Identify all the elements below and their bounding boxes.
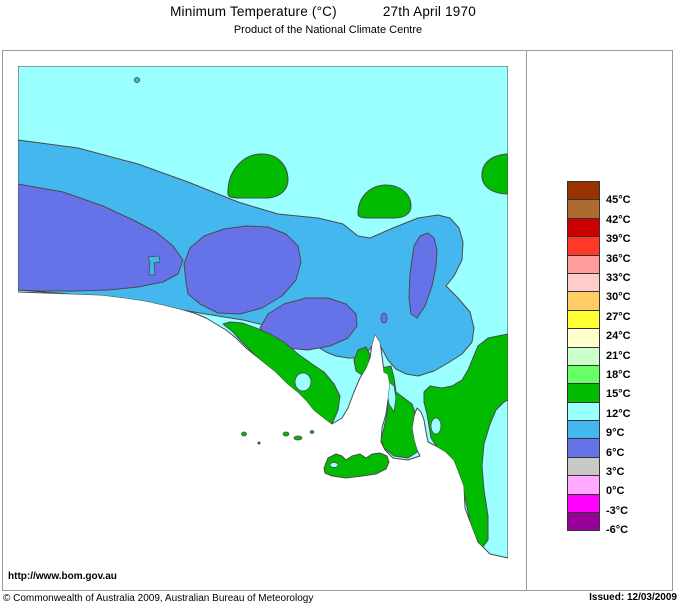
legend-panel-divider (526, 50, 527, 591)
legend-swatch (567, 420, 600, 440)
title-date: 27th April 1970 (382, 4, 476, 19)
eyre-lagoon (294, 372, 312, 392)
issued-date: Issued: 12/03/2009 (589, 592, 677, 603)
legend-swatch (567, 328, 600, 348)
legend-tick-label: 27°C (606, 310, 631, 323)
legend-tick-label: 24°C (606, 330, 631, 343)
cold-region-sliver-3-6c (408, 232, 438, 319)
legend-swatch (567, 401, 600, 422)
legend-swatch (567, 272, 600, 293)
map-source-url: http://www.bom.gov.au (8, 571, 117, 582)
warm-region-right-top (481, 153, 508, 195)
kangaroo-island (323, 452, 390, 479)
legend-tick-label: 9°C (606, 427, 625, 440)
warm-region-notch (430, 417, 442, 435)
legend-tick-label: 12°C (606, 407, 631, 420)
legend-tick-label: 30°C (606, 291, 631, 304)
page-title: Minimum Temperature (°C) 27th April 1970 (0, 4, 663, 19)
islet (309, 430, 315, 434)
legend-tick-label: 33°C (606, 272, 631, 284)
cold-speck (380, 312, 388, 324)
legend-swatch (567, 309, 600, 330)
islet (282, 431, 290, 437)
legend-swatch (567, 254, 600, 274)
legend-tick-label: 15°C (606, 388, 631, 401)
legend-swatch (567, 438, 600, 458)
cold-region-west-3-6c (18, 183, 184, 292)
contour-dot (134, 77, 140, 83)
legend-tick-label: 21°C (606, 349, 631, 362)
legend-swatch (567, 346, 600, 366)
legend-tick-label: 6°C (606, 446, 625, 459)
copyright-text: © Commonwealth of Australia 2009, Austra… (3, 593, 314, 604)
warm-dome-east-12-15c (357, 184, 412, 219)
legend-swatch (567, 493, 600, 514)
legend-swatch (567, 181, 600, 201)
legend-tick-label: 45°C (606, 194, 631, 207)
temperature-legend (567, 181, 600, 532)
legend-swatch (567, 291, 600, 311)
legend-tick-label: 42°C (606, 213, 631, 226)
legend-swatch (567, 364, 600, 385)
legend-swatch (567, 236, 600, 256)
warm-dome-west-12-15c (227, 153, 289, 199)
legend-tick-label: 39°C (606, 233, 631, 246)
legend-tick-label: -3°C (606, 504, 629, 517)
legend-swatch (567, 475, 600, 495)
legend-tick-label: 0°C (606, 485, 625, 498)
legend-swatch (567, 217, 600, 238)
title-main: Minimum Temperature (°C) (170, 4, 337, 19)
islet-speck (257, 441, 261, 445)
legend-swatch (567, 456, 600, 477)
legend-tick-label: -6°C (606, 524, 629, 537)
legend-swatch (567, 512, 600, 532)
islet (293, 435, 303, 441)
cold-region-central-3-6c (183, 225, 302, 315)
legend-swatch (567, 383, 600, 403)
cold-region-hole (147, 255, 161, 276)
legend-swatch (567, 199, 600, 219)
temperature-contour-map (18, 66, 508, 559)
islet (241, 431, 247, 437)
legend-tick-label: 18°C (606, 369, 631, 381)
page-subtitle: Product of the National Climate Centre (233, 24, 423, 36)
legend-tick-label: 36°C (606, 252, 631, 265)
kangaroo-island-lagoon (329, 462, 339, 468)
legend-tick-label: 3°C (606, 466, 625, 478)
